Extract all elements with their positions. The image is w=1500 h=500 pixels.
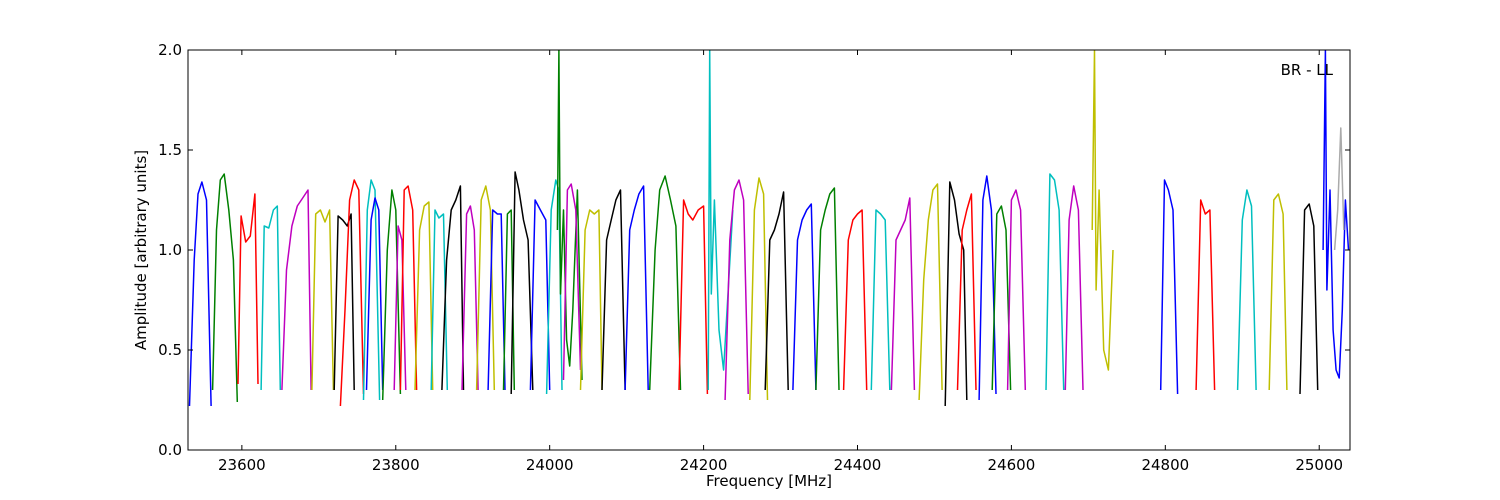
- series-line-44: [1006, 189, 1027, 391]
- series-line-1: [211, 173, 239, 403]
- series-line-6: [333, 213, 355, 391]
- x-tick-label: 24600: [988, 456, 1036, 474]
- series-line-38: [890, 197, 916, 391]
- series-line-27: [624, 185, 649, 391]
- series-line-12: [399, 185, 418, 391]
- series-line-0: [188, 181, 212, 407]
- x-tick-label: 24800: [1141, 456, 1189, 474]
- baseline-annotation: BR - LL: [1281, 61, 1334, 79]
- series-line-34: [792, 203, 817, 391]
- series-line-45: [1045, 173, 1065, 391]
- y-tick-label: 0.5: [158, 341, 182, 359]
- x-tick-label: 23600: [218, 456, 266, 474]
- series-line-41: [956, 193, 977, 391]
- y-tick-label: 0.0: [158, 441, 182, 459]
- x-axis-ticks: 23600 23800 24000 24200 24400 24600 24800 25000: [218, 50, 1343, 474]
- y-axis-ticks: 0.0 0.5 1.0 1.5 2.0: [158, 41, 1350, 459]
- y-tick-label: 1.0: [158, 241, 182, 259]
- series-line-50: [1236, 189, 1257, 391]
- series-line-40: [944, 181, 968, 407]
- series-line-13: [414, 201, 434, 391]
- series-line-32: [749, 177, 769, 401]
- y-axis-label: Amplitude [arbitrary units]: [132, 150, 150, 350]
- series-line-9: [365, 197, 384, 391]
- series-line-26: [601, 189, 626, 391]
- series-line-51: [1268, 193, 1288, 391]
- series-line-42: [978, 175, 997, 401]
- series-line-15: [441, 185, 465, 391]
- series-line-43: [991, 205, 1012, 391]
- series-line-53: [1322, 50, 1350, 379]
- series-line-39: [918, 183, 943, 401]
- x-tick-label: 23800: [372, 456, 420, 474]
- series-line-24: [562, 183, 582, 381]
- series-line-16: [461, 205, 479, 391]
- series-line-18: [487, 209, 506, 391]
- y-tick-label: 2.0: [158, 41, 182, 59]
- series-layer: [188, 50, 1350, 407]
- series-line-21: [529, 199, 551, 391]
- series-line-36: [842, 209, 868, 391]
- series-line-2: [237, 193, 259, 385]
- series-line-5: [311, 209, 335, 391]
- x-tick-label: 25000: [1295, 456, 1343, 474]
- series-line-33: [764, 191, 789, 391]
- series-line-54: [1333, 127, 1345, 251]
- x-tick-label: 24000: [526, 456, 574, 474]
- x-axis-label: Frequency [MHz]: [706, 472, 832, 490]
- series-line-20: [510, 171, 534, 395]
- series-line-49: [1195, 199, 1216, 391]
- series-line-28: [648, 175, 682, 391]
- series-line-7: [339, 179, 365, 407]
- series-line-47: [1091, 50, 1114, 371]
- series-line-35: [815, 187, 840, 391]
- series-line-46: [1064, 185, 1084, 391]
- series-line-11: [393, 225, 407, 391]
- series-line-37: [870, 209, 891, 391]
- series-line-48: [1159, 179, 1179, 395]
- series-line-52: [1299, 203, 1319, 395]
- series-line-29: [678, 199, 709, 395]
- series-line-14: [430, 209, 449, 391]
- series-line-31: [724, 179, 749, 401]
- series-line-4: [281, 189, 312, 391]
- y-tick-label: 1.5: [158, 141, 182, 159]
- series-line-3: [260, 205, 282, 391]
- series-line-25: [579, 209, 603, 391]
- x-tick-label: 24400: [834, 456, 882, 474]
- x-tick-label: 24200: [680, 456, 728, 474]
- series-line-8: [362, 179, 381, 401]
